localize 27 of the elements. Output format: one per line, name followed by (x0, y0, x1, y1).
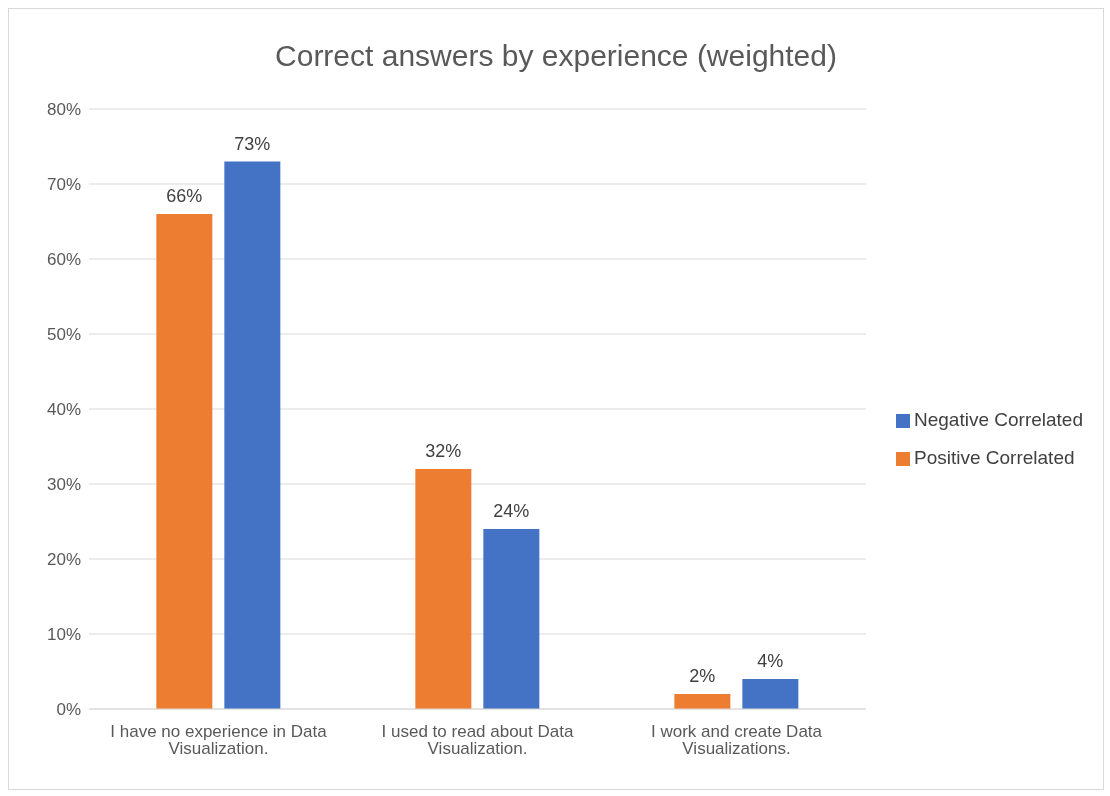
bar (415, 469, 472, 709)
data-label: 4% (757, 651, 784, 671)
chart-title: Correct answers by experience (weighted) (274, 38, 838, 74)
bar (483, 529, 540, 709)
y-tick-label: 30% (46, 475, 81, 495)
y-tick-label: 20% (46, 550, 81, 570)
bar (674, 694, 731, 709)
data-label: 73% (234, 133, 271, 154)
bar (742, 679, 799, 709)
y-tick-label: 10% (46, 625, 81, 645)
y-tick-label: 80% (46, 100, 81, 120)
data-label: 24% (493, 501, 530, 521)
data-label: 2% (689, 666, 716, 686)
x-tick-label: I have no experience in Data Visualization. (110, 722, 328, 759)
bar (156, 214, 213, 709)
y-tick-label: 40% (46, 400, 81, 420)
y-tick-label: 50% (46, 325, 81, 345)
data-label: 32% (425, 441, 462, 461)
y-tick-label: 60% (46, 250, 81, 270)
legend-label: Positive Correlated (914, 447, 1075, 468)
y-tick-label: 0% (56, 700, 81, 720)
legend-label: Negative Correlated (914, 409, 1083, 430)
y-tick-label: 70% (46, 175, 81, 195)
data-label: 66% (166, 186, 203, 206)
x-tick-label: I used to read about Data Visualization. (381, 722, 574, 759)
x-tick-label: I work and create Data Visualizations. (651, 722, 823, 759)
bar (224, 161, 281, 709)
